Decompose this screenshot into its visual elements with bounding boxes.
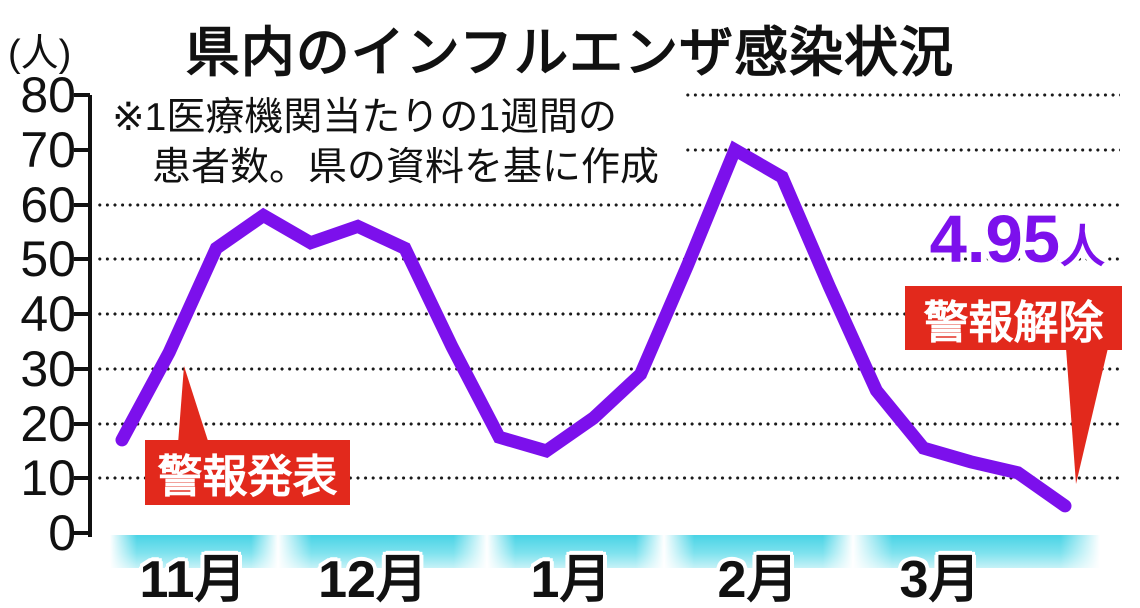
y-tick-60 [74, 202, 90, 207]
y-axis-label-30: 30 [20, 340, 76, 397]
warning-issued-pointer [178, 366, 209, 444]
month-label: 1月 [530, 551, 612, 608]
chart-title: 県内のインフルエンザ感染状況 [185, 23, 955, 83]
y-axis-line [88, 95, 92, 537]
month-label: 2月 [717, 551, 799, 608]
gridline-50 [96, 257, 1120, 262]
warning-lifted-pointer [1066, 348, 1108, 484]
month-band-segment [487, 535, 664, 568]
gridline-30 [96, 366, 1120, 371]
month-label: 3月 [899, 551, 981, 608]
source-note-line1: ※1医療機関当たりの1週間の [112, 96, 618, 139]
gridline-40 [96, 312, 1120, 316]
y-tick-80 [74, 93, 90, 97]
gridline-10 [96, 476, 1120, 481]
month-label: 12月 [318, 551, 428, 608]
y-axis-label-0: 0 [48, 505, 76, 561]
warning-issued-badge-label: 警報発表 [157, 451, 338, 502]
month-label: 11月 [139, 551, 247, 608]
gridline-60 [96, 202, 1120, 207]
y-axis-unit-label: (人) [8, 33, 72, 75]
y-tick-10 [74, 476, 90, 481]
y-axis-label-50: 50 [20, 231, 76, 288]
month-band-segment [664, 535, 853, 568]
y-tick-40 [74, 312, 90, 316]
y-axis-label-70: 70 [20, 121, 76, 178]
y-tick-20 [74, 421, 90, 426]
y-tick-70 [74, 147, 90, 152]
month-band-segment [278, 535, 487, 568]
gridline-20 [96, 421, 1120, 426]
warning-lifted-badge-label: 警報解除 [923, 296, 1104, 348]
y-axis-label-60: 60 [20, 176, 76, 233]
gridline-80 [684, 93, 1120, 97]
warning-issued-badge: 警報発表 [145, 440, 350, 505]
warning-lifted-badge: 警報解除 [905, 286, 1122, 350]
y-tick-30 [74, 366, 90, 371]
y-tick-0 [74, 531, 90, 535]
month-band-segment [853, 535, 1100, 568]
source-note-line2: 患者数。県の資料を基に作成 [152, 146, 660, 189]
y-axis-label-80: 80 [20, 67, 76, 123]
gridline-70 [684, 147, 1120, 152]
month-band-segment [110, 535, 278, 568]
y-tick-50 [74, 257, 90, 262]
y-axis-label-10: 10 [20, 450, 76, 507]
latest-value-label: 4.95人 [905, 206, 1105, 278]
latest-value-unit: 人 [1059, 221, 1105, 272]
flu-trend-line [115, 140, 1072, 513]
y-axis-label-40: 40 [20, 286, 76, 342]
y-axis-label-20: 20 [20, 395, 76, 452]
latest-value-number: 4.95 [929, 202, 1060, 277]
